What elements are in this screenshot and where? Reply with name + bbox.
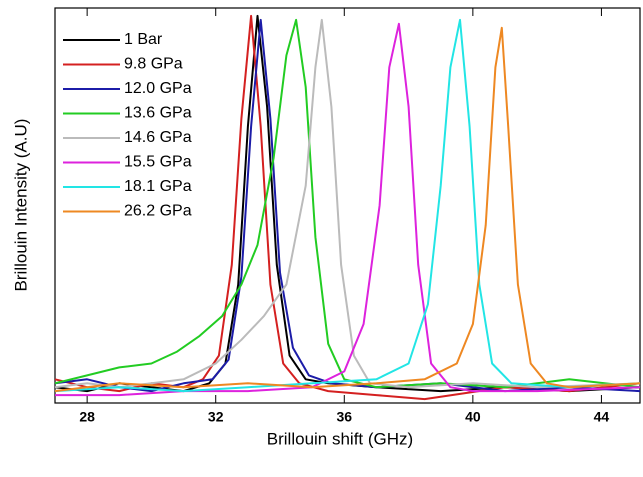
series-line — [54, 26, 641, 393]
legend-label: 9.8 GPa — [124, 56, 183, 73]
x-tick-label: 36 — [336, 409, 352, 425]
series-line — [55, 22, 641, 397]
y-axis-title: Brillouin Intensity (A.U) — [11, 119, 30, 292]
legend-label: 1 Bar — [124, 31, 163, 48]
legend-label: 13.6 GPa — [124, 105, 192, 122]
series-line — [54, 18, 641, 393]
x-tick-label: 32 — [208, 409, 224, 425]
legend-label: 26.2 GPa — [124, 203, 192, 220]
series-line — [54, 18, 641, 389]
x-tick-label: 40 — [465, 409, 481, 425]
legend-label: 14.6 GPa — [124, 129, 192, 146]
series-line — [54, 14, 641, 393]
legend-label: 18.1 GPa — [124, 178, 192, 195]
x-axis-title: Brillouin shift (GHz) — [267, 429, 413, 448]
legend-label: 12.0 GPa — [124, 80, 192, 97]
x-tick-label: 44 — [594, 409, 610, 425]
plot-frame — [54, 7, 641, 404]
series-line — [54, 18, 641, 389]
x-tick-label: 28 — [79, 409, 95, 425]
legend-label: 15.5 GPa — [124, 154, 192, 171]
